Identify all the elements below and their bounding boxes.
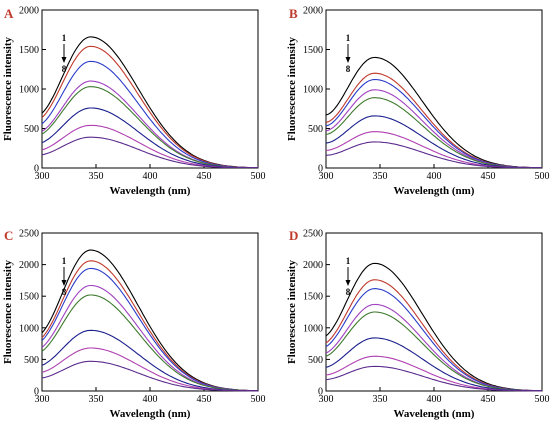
- x-tick-label: 400: [427, 171, 442, 182]
- y-tick-label: 1500: [303, 45, 323, 56]
- spectrum-line-5: [41, 294, 258, 392]
- x-tick-label: 300: [35, 394, 50, 405]
- arrow-end-label: 8: [346, 64, 351, 74]
- x-tick-label: 450: [481, 394, 496, 405]
- spectrum-line-2: [325, 279, 542, 392]
- spectrum-line-8: [41, 136, 258, 169]
- y-tick-label: 0: [318, 387, 323, 398]
- spectrum-line-7: [325, 355, 542, 392]
- arrow-start-label: 1: [62, 256, 67, 266]
- y-tick-label: 1500: [19, 292, 39, 303]
- y-tick-label: 2500: [19, 229, 39, 240]
- spectrum-line-5: [325, 311, 542, 392]
- chart-panel-a: A 300 350 400 450 500 0 500 1000 1500 2000 Waveleng…: [2, 6, 266, 198]
- y-tick-label: 500: [308, 355, 323, 366]
- x-tick-label: 500: [251, 171, 266, 182]
- arrow-end-label: 8: [346, 287, 351, 297]
- y-tick-label: 1500: [19, 45, 39, 56]
- x-axis-title: Wavelength (nm): [394, 408, 475, 420]
- y-axis-title: Fluorescence intensity: [2, 260, 14, 364]
- y-tick-label: 500: [308, 124, 323, 135]
- y-tick-label: 1000: [19, 323, 39, 334]
- arrow-head: [345, 57, 351, 63]
- x-tick-label: 350: [373, 394, 388, 405]
- y-tick-label: 2500: [303, 229, 323, 240]
- y-axis-title: Fluorescence intensity: [286, 37, 298, 141]
- y-tick-label: 1500: [303, 292, 323, 303]
- arrow-start-label: 1: [346, 33, 351, 43]
- x-axis-title: Wavelength (nm): [110, 185, 191, 197]
- spectrum-line-8: [41, 360, 258, 392]
- y-tick-label: 500: [24, 124, 39, 135]
- arrow-head: [61, 280, 67, 286]
- x-tick-label: 300: [319, 394, 334, 405]
- spectrum-line-5: [41, 86, 258, 169]
- y-tick-label: 1000: [303, 85, 323, 96]
- x-tick-label: 500: [251, 394, 266, 405]
- chart-panel-d: D 300 350 400 450 500 0 500 1000 1500 2000 2500 Wave…: [286, 228, 550, 420]
- spectrum-line-7: [325, 131, 542, 169]
- y-tick-label: 2000: [19, 6, 39, 17]
- arrow-end-label: 8: [62, 64, 67, 74]
- spectrum-line-4: [41, 80, 258, 169]
- y-tick-label: 2000: [19, 260, 39, 271]
- chart-panel-b: B 300 350 400 450 500 0 500 1000 1500 2000 Waveleng…: [286, 6, 550, 198]
- y-tick-label: 1000: [19, 85, 39, 96]
- y-tick-label: 1000: [303, 323, 323, 334]
- x-axis-title: Wavelength (nm): [110, 408, 191, 420]
- spectrum-line-6: [325, 337, 542, 392]
- x-tick-label: 450: [197, 171, 212, 182]
- spectrum-line-4: [41, 284, 258, 392]
- y-tick-label: 0: [34, 387, 39, 398]
- y-axis-title: Fluorescence intensity: [286, 260, 298, 364]
- panel-label: C: [4, 228, 13, 243]
- x-tick-label: 400: [427, 394, 442, 405]
- panel-label: D: [289, 228, 298, 243]
- spectrum-line-8: [325, 365, 542, 392]
- arrow-end-label: 8: [62, 287, 67, 297]
- x-tick-label: 350: [373, 171, 388, 182]
- x-tick-label: 500: [535, 394, 550, 405]
- x-tick-label: 350: [89, 394, 104, 405]
- arrow-start-label: 1: [62, 33, 67, 43]
- panel-label: A: [4, 6, 14, 21]
- spectrum-line-7: [41, 124, 258, 169]
- y-axis-title: Fluorescence intensity: [2, 37, 14, 141]
- spectrum-line-3: [41, 267, 258, 392]
- arrow-head: [61, 57, 67, 63]
- y-tick-label: 2000: [303, 6, 323, 17]
- spectrum-line-6: [325, 115, 542, 169]
- chart-panel-c: C 300 350 400 450 500 0 500 1000 1500 2000 2500 Wave…: [2, 228, 266, 420]
- x-tick-label: 400: [143, 171, 158, 182]
- x-tick-label: 450: [197, 394, 212, 405]
- x-tick-label: 500: [535, 171, 550, 182]
- plot-frame: [41, 232, 259, 392]
- arrow-start-label: 1: [346, 256, 351, 266]
- x-tick-label: 400: [143, 394, 158, 405]
- x-tick-label: 300: [319, 171, 334, 182]
- y-tick-label: 0: [34, 164, 39, 175]
- arrow-head: [345, 280, 351, 286]
- spectrum-line-1: [325, 262, 542, 392]
- panel-label: B: [289, 6, 298, 21]
- spectrum-line-2: [325, 72, 542, 169]
- y-tick-label: 0: [318, 164, 323, 175]
- x-tick-label: 300: [35, 171, 50, 182]
- y-tick-label: 500: [24, 355, 39, 366]
- x-tick-label: 450: [481, 171, 496, 182]
- spectrum-line-1: [41, 249, 258, 392]
- x-axis-title: Wavelength (nm): [394, 185, 475, 197]
- plot-frame: [41, 9, 259, 169]
- y-tick-label: 2000: [303, 260, 323, 271]
- spectrum-line-6: [41, 107, 258, 169]
- spectrum-line-7: [41, 347, 258, 392]
- x-tick-label: 350: [89, 171, 104, 182]
- spectrum-line-8: [325, 141, 542, 169]
- spectrum-line-2: [41, 45, 258, 169]
- spectrum-line-3: [325, 78, 542, 169]
- spectrum-line-4: [325, 303, 542, 392]
- spectrum-line-6: [41, 329, 258, 392]
